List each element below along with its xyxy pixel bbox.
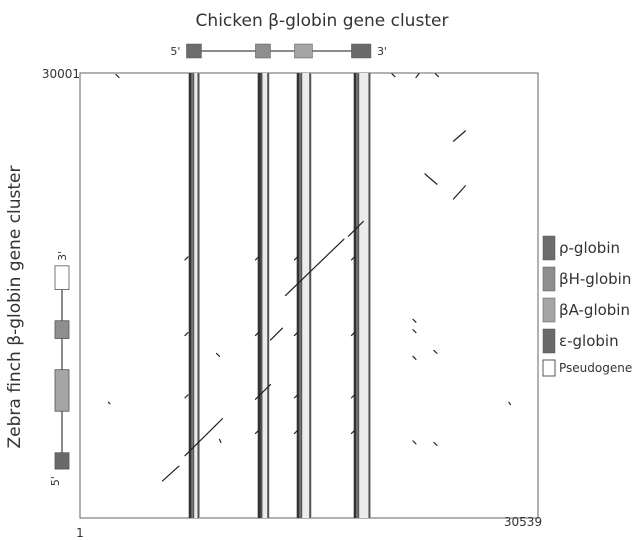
similarity-segment xyxy=(412,355,417,360)
legend-swatch-rho xyxy=(542,235,556,261)
similarity-segment xyxy=(412,329,417,334)
legend: ρ-globin βH-globin βA-globin ε-globin Pseudo… xyxy=(542,235,632,377)
similarity-segment xyxy=(184,394,189,399)
similarity-segment xyxy=(452,130,467,142)
band-fill-0 xyxy=(188,73,200,518)
similarity-segment xyxy=(415,73,420,79)
x-tick-label-right: 30539 xyxy=(504,515,542,529)
similarity-segment xyxy=(215,352,221,357)
similarity-segment xyxy=(184,256,189,261)
side-gene-cluster: 5' 3' xyxy=(49,251,70,486)
side-cluster-3prime: 3' xyxy=(56,251,69,261)
side-gene-betaA xyxy=(54,369,70,412)
side-gene-epsilon xyxy=(54,452,70,470)
top-gene-betaA xyxy=(294,43,313,59)
side-gene-pseudogene xyxy=(54,265,70,290)
similarity-segment xyxy=(293,429,299,435)
side-gene-betaH xyxy=(54,320,70,339)
similarity-segment xyxy=(350,429,356,435)
similarity-segment xyxy=(508,401,512,406)
y-axis-label: Zebra finch β-globin gene cluster xyxy=(5,165,25,448)
plot-area xyxy=(79,72,539,519)
similarity-segment xyxy=(214,418,224,427)
similarity-segment xyxy=(350,331,356,337)
similarity-segment xyxy=(254,383,272,400)
legend-label-betaA: βA-globin xyxy=(559,301,630,319)
similarity-segment xyxy=(254,429,260,435)
top-gene-epsilon xyxy=(351,43,372,59)
similarity-segment xyxy=(452,185,467,200)
similarity-segment xyxy=(434,73,440,78)
top-gene-rho xyxy=(186,43,202,59)
similarity-segment xyxy=(293,331,299,337)
band-fill-1 xyxy=(257,73,269,518)
similarity-segment xyxy=(107,401,111,405)
similarity-segment xyxy=(269,327,284,341)
x-tick-label-left: 1 xyxy=(76,526,84,540)
similarity-segment xyxy=(218,438,222,443)
legend-label-pseudogene: Pseudogene xyxy=(559,361,632,375)
legend-swatch-epsilon xyxy=(542,328,556,354)
similarity-segment xyxy=(347,220,365,237)
similarity-segment xyxy=(433,441,438,446)
top-gene-betaH xyxy=(255,43,271,59)
similarity-segment xyxy=(391,73,396,78)
similarity-segment xyxy=(115,73,120,79)
top-cluster-3prime: 3' xyxy=(377,45,387,58)
legend-label-betaH: βH-globin xyxy=(559,270,631,288)
similarity-segment xyxy=(184,425,216,457)
similarity-segment xyxy=(293,256,299,261)
top-cluster-5prime: 5' xyxy=(170,45,180,58)
similarity-segment xyxy=(293,394,299,399)
legend-swatch-betaH xyxy=(542,266,556,292)
similarity-segment xyxy=(412,318,417,323)
similarity-segment xyxy=(424,173,438,185)
similarity-segment xyxy=(350,256,356,261)
legend-label-rho: ρ-globin xyxy=(559,239,620,257)
top-gene-cluster: 5' 3' xyxy=(170,43,387,59)
similarity-segment xyxy=(254,331,260,337)
similarity-segment xyxy=(184,331,189,337)
legend-label-epsilon: ε-globin xyxy=(559,332,619,350)
similarity-segment xyxy=(350,394,356,399)
similarity-segment xyxy=(284,238,345,297)
legend-swatch-betaA xyxy=(542,297,556,323)
legend-swatch-pseudogene xyxy=(542,359,556,377)
similarity-segment xyxy=(433,349,438,354)
similarity-segment xyxy=(254,256,260,261)
side-cluster-5prime: 5' xyxy=(49,476,62,486)
similarity-segment xyxy=(161,465,180,482)
y-tick-label-top: 30001 xyxy=(42,67,80,81)
chart-title: Chicken β-globin gene cluster xyxy=(196,11,449,31)
similarity-segment xyxy=(412,440,417,445)
